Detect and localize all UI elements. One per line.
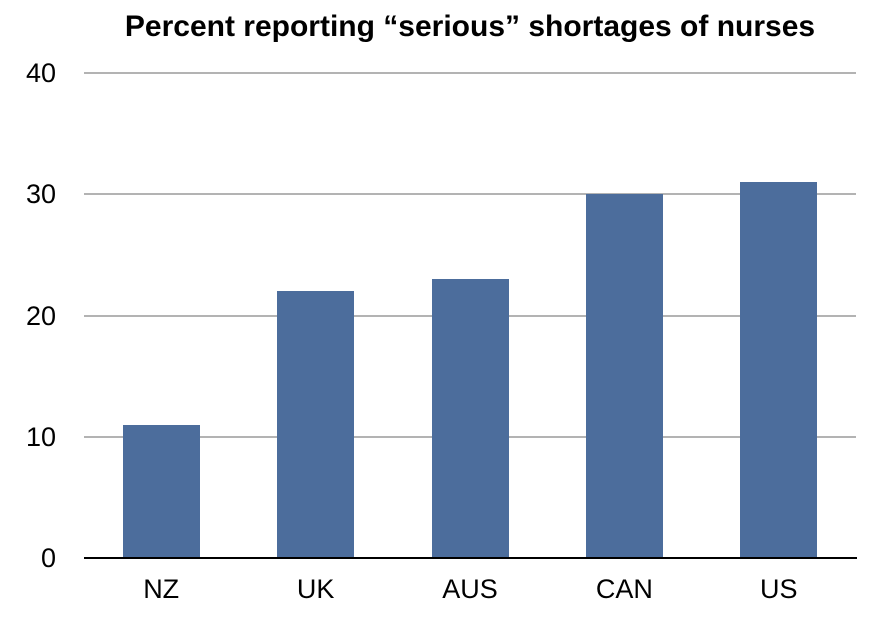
x-axis-label-CAN: CAN xyxy=(595,574,653,604)
chart-title: Percent reporting “serious” shortages of… xyxy=(124,10,816,43)
bar-NZ xyxy=(122,424,200,558)
y-axis-tick-label-20: 20 xyxy=(25,300,56,331)
y-axis-tick-label-40: 40 xyxy=(25,58,56,88)
y-axis-tick-label-30: 30 xyxy=(25,179,56,210)
bar-US xyxy=(740,182,818,558)
x-axis-label-UK: UK xyxy=(296,574,335,604)
x-axis-label-AUS: AUS xyxy=(442,574,498,604)
bar-UK xyxy=(277,291,355,558)
bar-AUS xyxy=(431,279,509,558)
y-axis-tick-label-10: 10 xyxy=(25,421,56,452)
y-axis-tick-label-0: 0 xyxy=(40,543,56,573)
x-axis-label-US: US xyxy=(760,574,798,604)
gridline-30 xyxy=(84,193,856,196)
bar-CAN xyxy=(585,194,663,558)
gridline-40 xyxy=(84,72,856,74)
x-axis-label-NZ: NZ xyxy=(143,574,180,604)
x-axis-line xyxy=(84,557,857,559)
